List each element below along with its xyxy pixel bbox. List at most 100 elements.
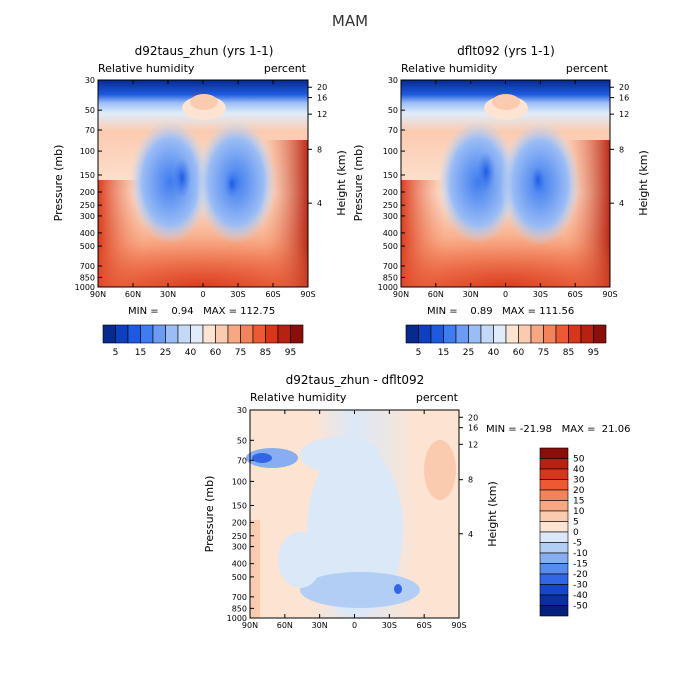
panel-3-x-axis: 90N 60N 30N 0 30S 60S 90S <box>242 410 467 630</box>
colorbar-label: 5 <box>573 518 579 528</box>
y-right-tick-label: 16 <box>468 424 478 433</box>
panel-3-minmax: MIN = -21.98 MAX = 21.06 <box>486 424 630 435</box>
colorbar-swatch <box>539 447 569 459</box>
colorbar-label: 60 <box>513 348 525 358</box>
colorbar-swatch <box>539 521 569 533</box>
colorbar-swatch <box>505 324 519 344</box>
y-right-tick-label: 16 <box>317 94 327 103</box>
colorbar-label: 75 <box>538 348 549 358</box>
y-tick-label: 850 <box>80 273 95 282</box>
y-tick-label: 400 <box>383 229 398 238</box>
x-tick-label: 0 <box>200 290 205 299</box>
colorbar-swatch <box>277 324 291 344</box>
colorbar-label: 0 <box>573 528 579 538</box>
colorbar-swatch <box>539 510 569 522</box>
colorbar-label: 50 <box>573 455 585 465</box>
colorbar-label: 40 <box>573 465 585 475</box>
y-right-tick-label: 16 <box>619 94 629 103</box>
y-right-tick-label: 12 <box>317 110 327 119</box>
colorbar-swatch <box>539 542 569 554</box>
y-right-tick-label: 4 <box>619 199 624 208</box>
colorbar-swatch <box>127 324 141 344</box>
colorbar-swatch <box>190 324 204 344</box>
y-tick-label: 400 <box>232 560 247 569</box>
colorbar-label: 10 <box>573 507 585 517</box>
y-tick-label: 30 <box>85 76 95 85</box>
y-right-tick-label: 12 <box>619 110 629 119</box>
panel-1-right-label: percent <box>264 62 307 75</box>
panel-3-right-label: percent <box>416 391 459 404</box>
y-tick-label: 30 <box>388 76 398 85</box>
colorbar-swatch <box>593 324 607 344</box>
y-tick-label: 70 <box>237 456 247 465</box>
colorbar-label: -15 <box>573 560 588 570</box>
colorbar-label: 5 <box>113 348 119 358</box>
panel-2-ylabel-right: Height (km) <box>637 150 650 216</box>
colorbar-swatch <box>539 500 569 512</box>
y-right-tick-label: 8 <box>619 145 624 154</box>
colorbar-swatch <box>539 552 569 564</box>
colorbar-swatch <box>177 324 191 344</box>
y-right-tick-label: 20 <box>468 413 478 422</box>
x-tick-label: 90N <box>242 621 258 630</box>
colorbar-swatch <box>539 479 569 491</box>
colorbar-swatch <box>539 531 569 543</box>
figure-title: MAM <box>332 12 368 30</box>
colorbar-label: 95 <box>588 348 599 358</box>
y-tick-label: 250 <box>383 201 398 210</box>
panel-3-ylabel: Pressure (mb) <box>203 476 216 553</box>
panel-3-field <box>246 410 459 618</box>
y-right-tick-label: 4 <box>317 199 322 208</box>
colorbar-label: -30 <box>573 581 588 591</box>
colorbar-label: 25 <box>160 348 171 358</box>
x-tick-label: 90N <box>393 290 409 299</box>
colorbar-swatch <box>252 324 266 344</box>
colorbar-swatch <box>539 489 569 501</box>
y-tick-label: 100 <box>80 147 95 156</box>
colorbar-swatch <box>165 324 179 344</box>
panel-1-ylabel: Pressure (mb) <box>52 145 65 222</box>
colorbar-label: 85 <box>260 348 271 358</box>
colorbar-label: 20 <box>573 486 585 496</box>
panel-1-ylabel-right: Height (km) <box>335 150 348 216</box>
panel-2-minmax: MIN = 0.89 MAX = 111.56 <box>427 306 574 317</box>
panel-1-x-axis: 90N 60N 30N 0 30S 60S 90S <box>90 80 316 299</box>
panel-2: dflt092 (yrs 1-1) Relative humidity perc… <box>352 44 650 358</box>
y-tick-label: 30 <box>237 406 247 415</box>
colorbar-label: -20 <box>573 570 588 580</box>
y-right-tick-label: 8 <box>317 145 322 154</box>
panel-2-right-label: percent <box>566 62 609 75</box>
colorbar-swatch <box>215 324 229 344</box>
y-tick-label: 150 <box>80 171 95 180</box>
panel-1-field <box>98 80 308 287</box>
y-tick-label: 850 <box>232 604 247 613</box>
y-tick-label: 300 <box>383 212 398 221</box>
colorbar-swatch <box>140 324 154 344</box>
colorbar-swatch <box>265 324 279 344</box>
x-tick-label: 90S <box>451 621 466 630</box>
colorbar-label: 5 <box>416 348 422 358</box>
y-right-tick-label: 4 <box>468 530 473 539</box>
colorbar-swatch <box>530 324 544 344</box>
colorbar-label: -10 <box>573 549 588 559</box>
colorbar-swatch <box>539 594 569 606</box>
colorbar-swatch <box>405 324 419 344</box>
x-tick-label: 30N <box>160 290 176 299</box>
panel-2-left-label: Relative humidity <box>401 62 498 75</box>
y-tick-label: 1000 <box>227 614 247 623</box>
colorbar-swatch <box>539 605 569 617</box>
x-tick-label: 30S <box>533 290 548 299</box>
panel-3-title: d92taus_zhun - dflt092 <box>286 373 425 387</box>
x-tick-label: 0 <box>503 290 508 299</box>
x-tick-label: 60N <box>428 290 444 299</box>
x-tick-label: 60S <box>265 290 280 299</box>
y-right-tick-label: 8 <box>468 476 473 485</box>
y-tick-label: 100 <box>383 147 398 156</box>
colorbar-label: -50 <box>573 602 588 612</box>
colorbar-swatch <box>539 563 569 575</box>
panel-3: d92taus_zhun - dflt092 Relative humidity… <box>203 373 630 630</box>
panel-2-title: dflt092 (yrs 1-1) <box>457 44 555 58</box>
colorbar-swatch <box>227 324 241 344</box>
